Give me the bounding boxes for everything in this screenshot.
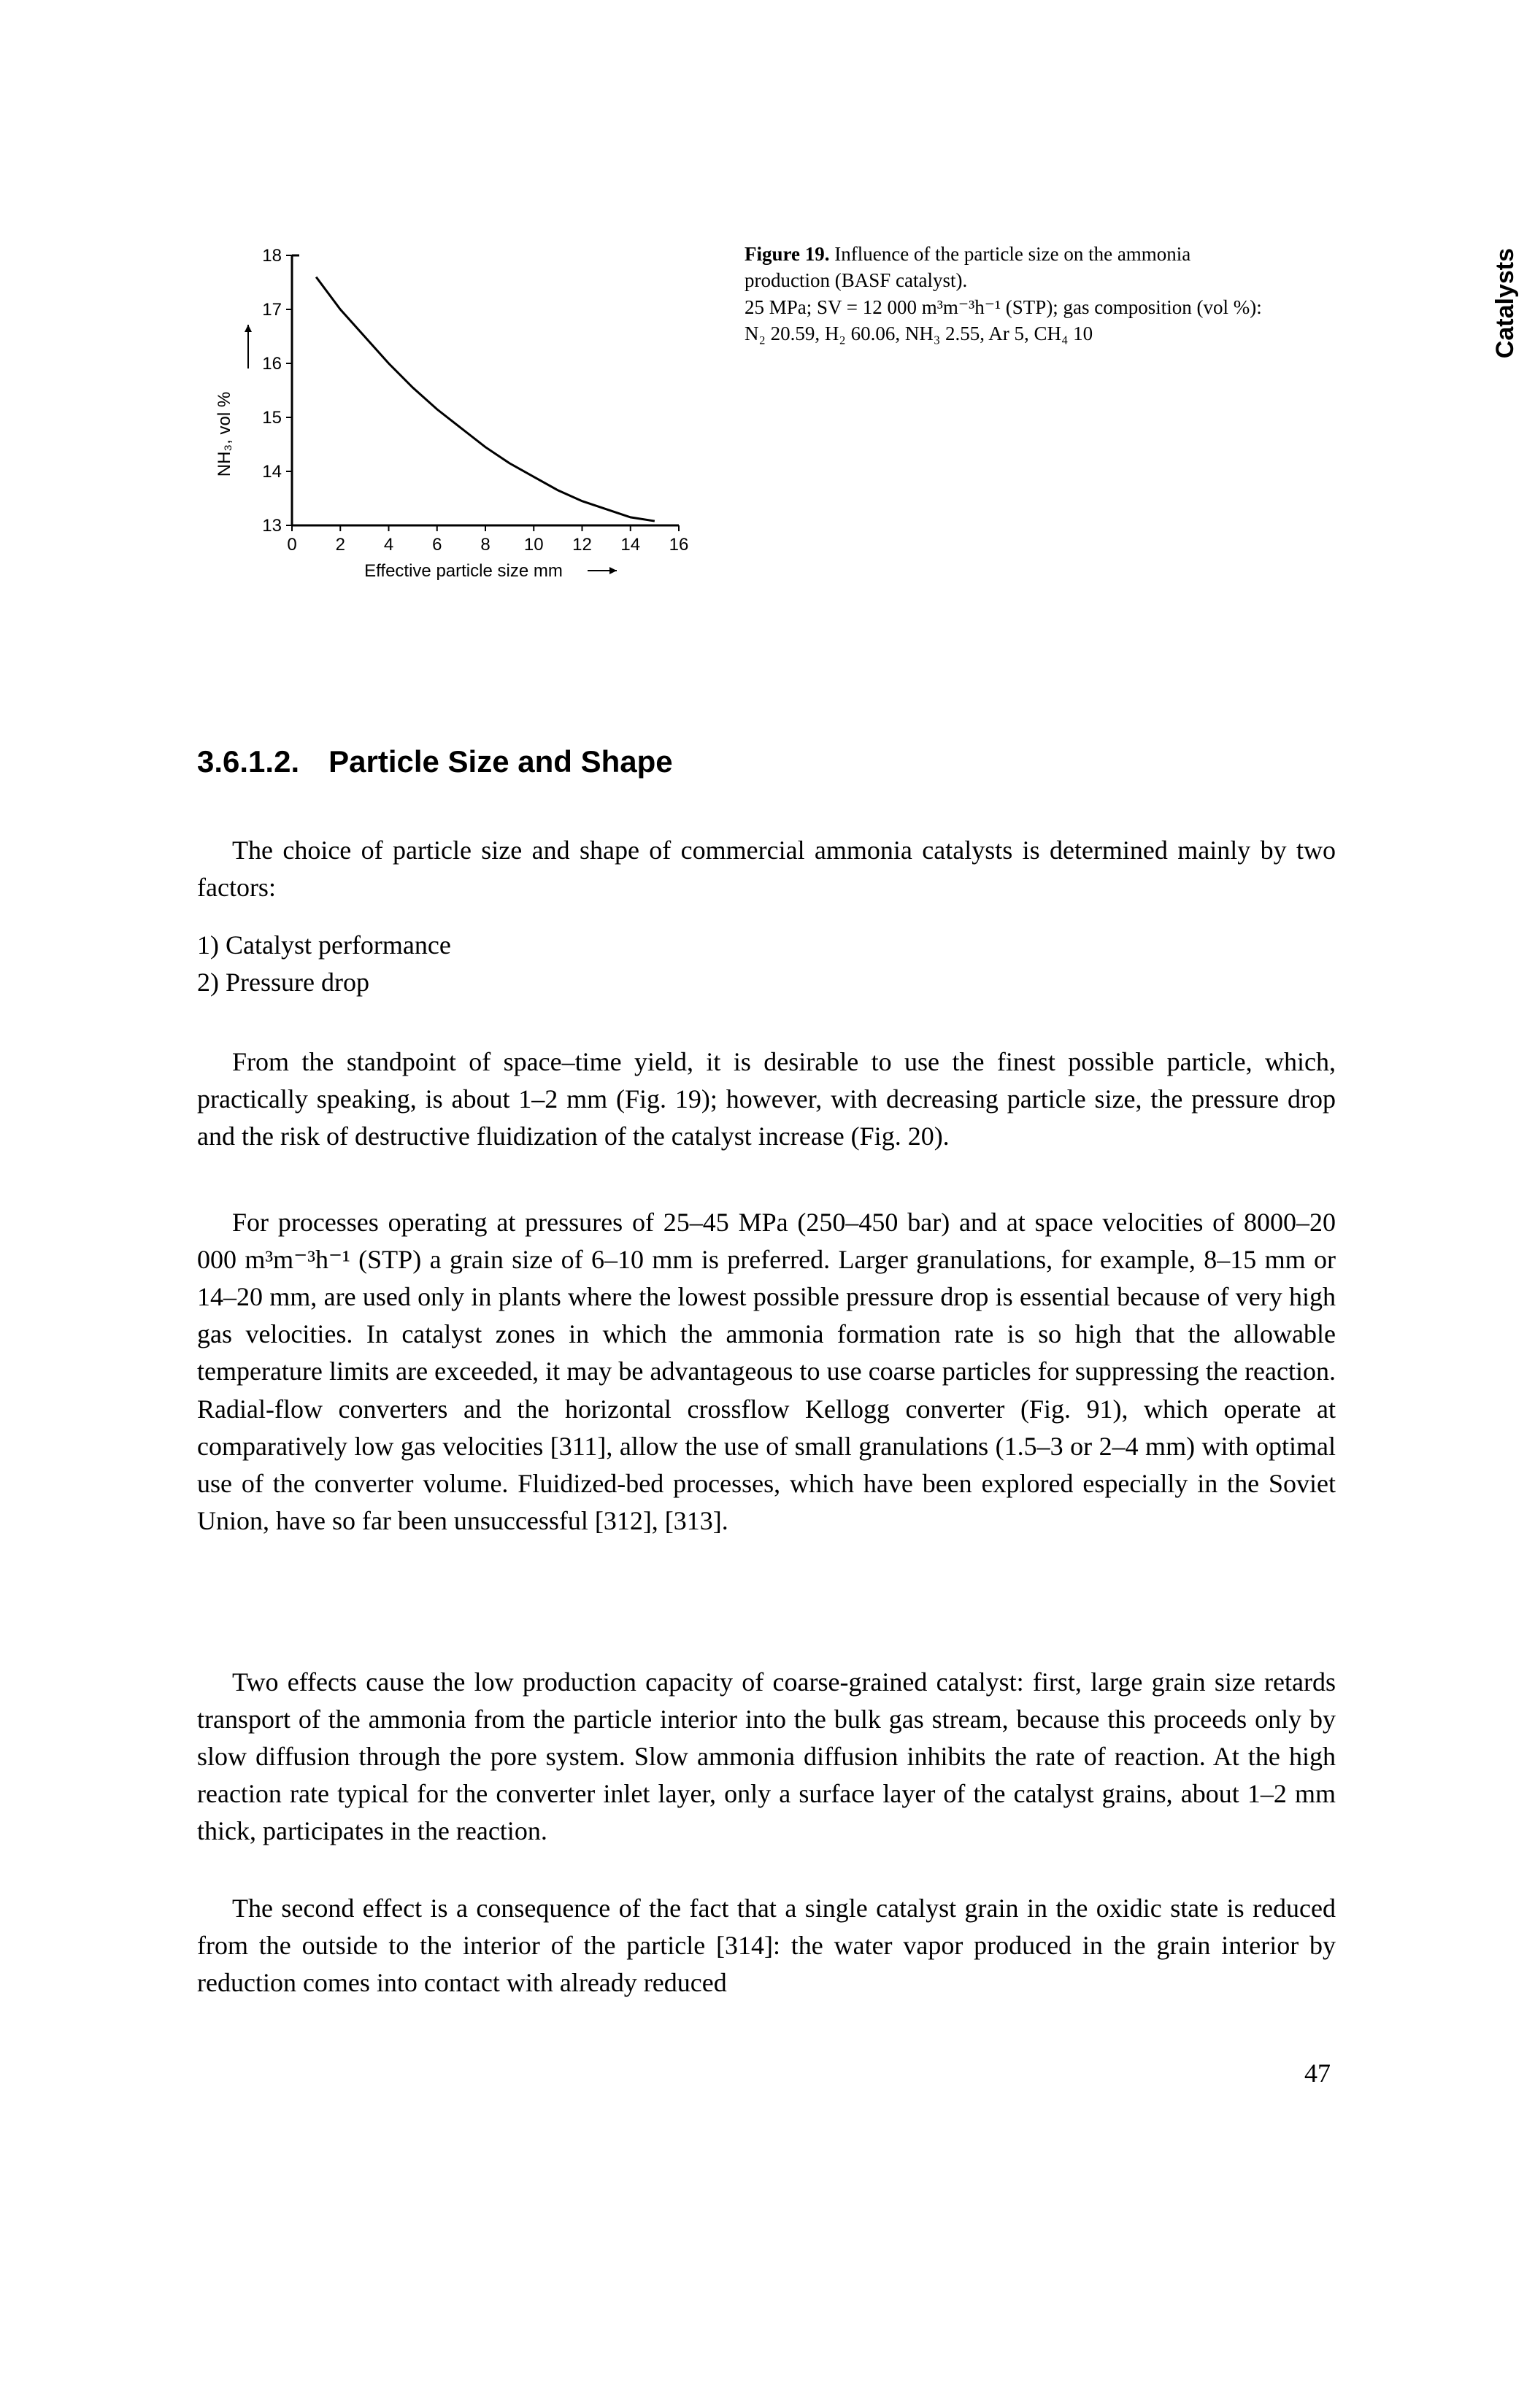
svg-text:16: 16: [669, 535, 689, 555]
chart-svg: 0 2 4 6 8 10 12 14 16 13 14 15 16 17 18 Effective parti…: [197, 241, 708, 606]
figure-19-chart: 0 2 4 6 8 10 12 14 16 13 14 15 16 17 18 Effective parti…: [197, 241, 708, 613]
svg-text:13: 13: [262, 516, 282, 536]
numbered-list: 1) Catalyst performance 2) Pressure drop: [197, 927, 1336, 1001]
paragraph-4: Two effects cause the low production cap…: [197, 1664, 1336, 1851]
svg-text:4: 4: [384, 535, 393, 555]
svg-text:8: 8: [480, 535, 490, 555]
side-tab-label: Catalysts: [1491, 248, 1520, 358]
svg-text:10: 10: [524, 535, 544, 555]
paragraph-5: The second effect is a consequence of th…: [197, 1890, 1336, 2002]
svg-text:12: 12: [572, 535, 592, 555]
svg-text:6: 6: [432, 535, 442, 555]
svg-text:0: 0: [287, 535, 296, 555]
svg-text:17: 17: [262, 300, 282, 320]
paragraph-1: The choice of particle size and shape of…: [197, 832, 1336, 906]
paragraph-2: From the standpoint of space–time yield,…: [197, 1043, 1336, 1155]
list-item-2: 2) Pressure drop: [197, 964, 1336, 1001]
caption-text-2: 25 MPa; SV = 12 000 m³m⁻³h⁻¹ (STP); gas …: [745, 296, 1262, 344]
heading-number: 3.6.1.2.: [197, 744, 299, 779]
svg-text:14: 14: [620, 535, 640, 555]
caption-figure-label: Figure 19.: [745, 243, 830, 265]
section-heading: 3.6.1.2. Particle Size and Shape: [197, 744, 1336, 779]
svg-text:NH₃, vol %: NH₃, vol %: [215, 392, 234, 476]
paragraph-3: For processes operating at pressures of …: [197, 1204, 1336, 1540]
page-number: 47: [1304, 2058, 1331, 2088]
heading-title: Particle Size and Shape: [328, 744, 673, 779]
figure-row: 0 2 4 6 8 10 12 14 16 13 14 15 16 17 18 Effective parti…: [197, 241, 1336, 613]
svg-text:18: 18: [262, 246, 282, 266]
svg-text:16: 16: [262, 354, 282, 374]
svg-text:14: 14: [262, 462, 282, 482]
list-item-1: 1) Catalyst performance: [197, 927, 1336, 964]
svg-text:15: 15: [262, 408, 282, 428]
svg-text:Effective particle size mm: Effective particle size mm: [364, 561, 563, 581]
figure-19-caption: Figure 19. Influence of the particle siz…: [745, 241, 1270, 347]
page: Catalysts 0 2 4 6 8 10 12 14 16 13 14 15 16 17 18 Effec…: [0, 0, 1535, 2408]
svg-text:2: 2: [336, 535, 345, 555]
